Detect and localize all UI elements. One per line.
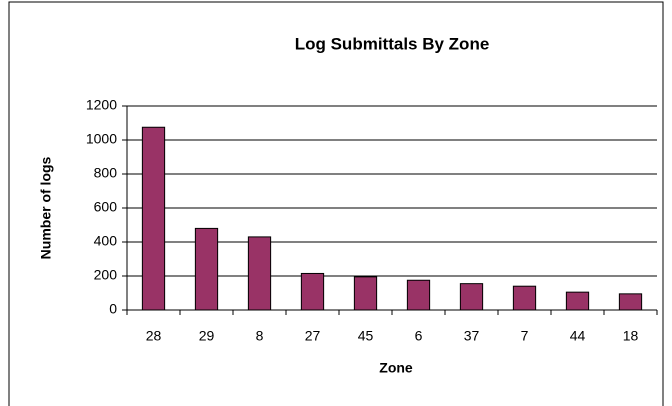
bar	[141, 126, 166, 311]
bar	[300, 272, 325, 311]
bar	[512, 285, 537, 311]
x-tick-label: 7	[521, 328, 529, 344]
x-tick-label: 29	[199, 328, 215, 344]
x-tick-label: 45	[358, 328, 374, 344]
bar	[353, 276, 378, 311]
y-tick-label: 1200	[86, 97, 117, 113]
y-axis-label: Number of logs	[38, 156, 54, 259]
x-tick-label: 8	[256, 328, 264, 344]
x-tick-label: 27	[305, 328, 321, 344]
y-tick-label: 200	[94, 267, 118, 283]
bar	[406, 279, 431, 311]
y-tick-label: 800	[94, 165, 118, 181]
y-tick-label: 0	[109, 301, 117, 317]
x-tick-label: 37	[464, 328, 480, 344]
y-tick-label: 1000	[86, 131, 117, 147]
y-tick-label: 600	[94, 199, 118, 215]
y-tick-label: 400	[94, 233, 118, 249]
bar	[618, 293, 643, 311]
chart-frame	[8, 1, 664, 406]
bar	[247, 236, 272, 311]
x-tick-label: 18	[623, 328, 639, 344]
x-axis-label: Zone	[379, 360, 413, 376]
x-tick-label: 44	[570, 328, 586, 344]
x-tick-label: 6	[415, 328, 423, 344]
bar	[194, 227, 219, 311]
chart-title: Log Submittals By Zone	[295, 34, 490, 53]
bar	[459, 283, 484, 311]
x-tick-label: 28	[146, 328, 162, 344]
bar	[565, 291, 590, 311]
